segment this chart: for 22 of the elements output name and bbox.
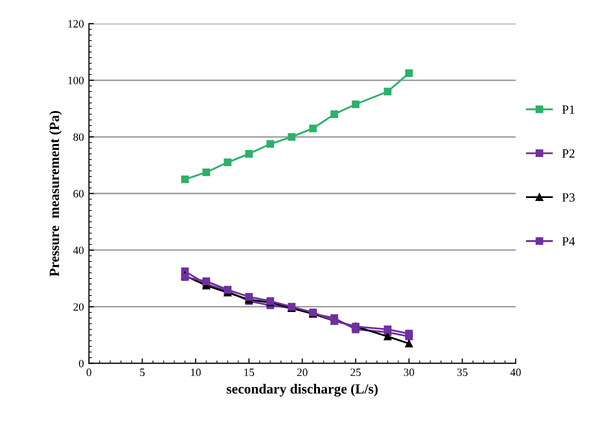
y-tick-label: 20 <box>73 303 84 311</box>
y-tick-label: 60 <box>73 190 84 198</box>
x-axis-title: secondary discharge (L/s) <box>226 384 378 397</box>
x-tick-label: 15 <box>244 368 254 376</box>
legend-label: P3 <box>562 193 575 202</box>
y-tick-label: 80 <box>73 133 84 141</box>
legend-label: P1 <box>562 105 574 114</box>
legend-label: P4 <box>562 237 575 246</box>
legend-label: P2 <box>562 149 574 158</box>
y-axis-title: Pressure measurement (Pa) <box>49 110 62 276</box>
y-tick-label: 100 <box>68 76 84 84</box>
x-tick-label: 5 <box>140 368 145 376</box>
y-tick-label: 120 <box>68 20 84 28</box>
x-tick-label: 25 <box>350 368 361 376</box>
x-tick-label: 20 <box>297 368 308 376</box>
y-tick-label: 0 <box>78 360 84 368</box>
x-tick-label: 10 <box>191 368 201 376</box>
x-tick-label: 0 <box>86 368 92 376</box>
y-tick-label: 40 <box>73 246 84 254</box>
x-tick-label: 35 <box>457 368 468 376</box>
x-tick-label: 40 <box>510 368 521 376</box>
x-tick-label: 30 <box>404 368 414 376</box>
